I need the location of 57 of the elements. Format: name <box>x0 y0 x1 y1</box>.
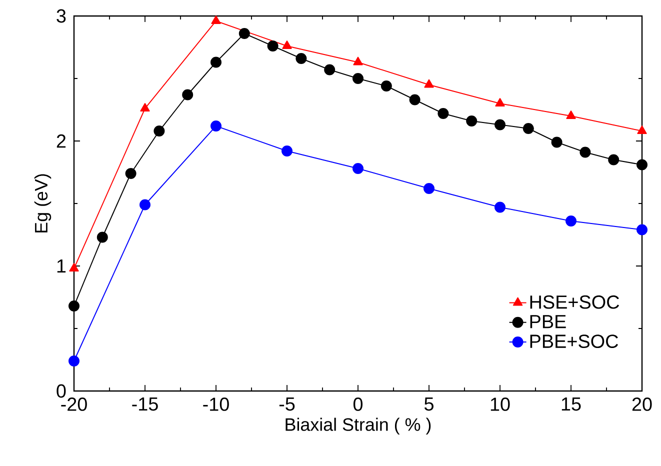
point <box>210 56 222 68</box>
point <box>380 80 392 92</box>
point <box>296 52 307 64</box>
x-tick-label: 20 <box>632 398 652 411</box>
point <box>68 356 80 366</box>
point <box>154 125 165 136</box>
point <box>282 145 293 156</box>
x-tick-label: -10 <box>203 398 229 411</box>
point <box>636 159 648 170</box>
point <box>566 216 577 226</box>
x-tick-label: 5 <box>424 398 434 411</box>
point <box>438 108 449 119</box>
y-tick-label: 3 <box>56 9 66 23</box>
point <box>522 122 534 134</box>
y-axis-title: Eg (eV) <box>34 174 52 232</box>
point <box>140 199 150 210</box>
legend-label: PBE <box>530 315 566 328</box>
point <box>636 224 648 236</box>
x-tick-label: -15 <box>132 398 158 411</box>
x-axis-title: Biaxial Strain ( % ) <box>286 418 431 434</box>
point <box>637 125 647 134</box>
point <box>424 79 434 88</box>
y-tick-label: 1 <box>57 259 66 273</box>
point <box>424 182 435 194</box>
x-tick-label: -20 <box>61 398 87 411</box>
point <box>68 300 80 312</box>
legend-label: HSE+SOC <box>530 295 620 309</box>
point <box>96 232 108 243</box>
point <box>551 136 562 148</box>
point <box>466 115 478 126</box>
y-tick-label: 0 <box>56 384 66 398</box>
point <box>494 119 506 130</box>
point <box>140 102 150 112</box>
point <box>324 64 336 76</box>
point <box>608 154 620 166</box>
x-tick-label: -5 <box>279 398 295 411</box>
legend-label: PBE+SOC <box>530 334 618 348</box>
point <box>211 15 221 24</box>
point <box>494 202 506 213</box>
point <box>566 110 576 119</box>
point <box>69 263 79 272</box>
x-tick-label: 15 <box>562 398 581 411</box>
x-tick-label: 10 <box>490 398 510 411</box>
point <box>125 168 136 179</box>
point <box>353 56 363 66</box>
y-tick-label: 2 <box>56 134 66 148</box>
point <box>409 94 420 106</box>
x-tick-label: 0 <box>353 398 363 411</box>
point <box>495 98 505 106</box>
point <box>580 146 591 158</box>
point <box>210 120 222 132</box>
point <box>267 40 278 52</box>
point <box>282 40 292 49</box>
point <box>182 89 194 100</box>
point <box>352 162 364 174</box>
point <box>238 28 250 39</box>
point <box>352 72 364 84</box>
